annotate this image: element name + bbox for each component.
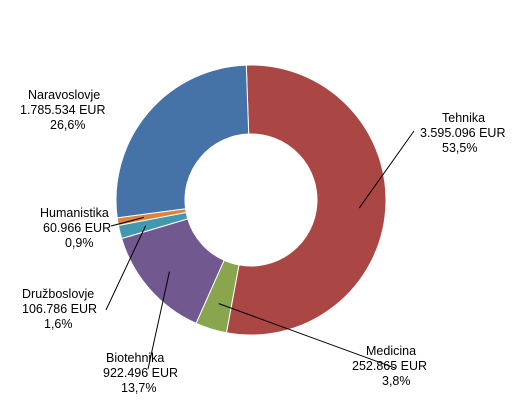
leader-line-tehnika (358, 130, 415, 209)
percent-label: 53,5% (442, 141, 478, 155)
value-label: 922.496 EUR (103, 366, 179, 380)
label-tehnika: Tehnika 3.595.096 EUR 53,5% (420, 111, 505, 156)
value-label: 252.865 EUR (352, 359, 428, 373)
slice-tehnika (225, 64, 387, 336)
leader-lines (105, 130, 415, 370)
value-label: 60.966 EUR (43, 221, 112, 235)
label-medicina: Medicina 252.865 EUR 3,8% (352, 344, 427, 389)
label-humanistika: Humanistika 60.966 EUR 0,9% (40, 206, 111, 251)
category-name: Medicina (366, 344, 417, 358)
category-name: Tehnika (442, 111, 486, 125)
category-name: Naravoslovje (28, 88, 101, 102)
slice-naravoslovje (115, 64, 250, 219)
percent-label: 3,8% (382, 374, 411, 388)
leader-line-medicina (218, 303, 396, 369)
label-druzboslovje: Družboslovje 106.786 EUR 1,6% (22, 287, 97, 332)
label-naravoslovje: Naravoslovje 1.785.534 EUR 26,6% (20, 88, 105, 133)
category-name: Družboslovje (22, 287, 95, 301)
percent-label: 1,6% (44, 317, 73, 331)
category-name: Biotehnika (106, 351, 165, 365)
category-name: Humanistika (40, 206, 109, 220)
leader-line-biotehnika (147, 271, 170, 370)
percent-label: 26,6% (50, 118, 86, 132)
percent-label: 13,7% (121, 381, 157, 395)
leader-line-humanistika (110, 216, 145, 227)
value-label: 3.595.096 EUR (420, 126, 506, 140)
label-biotehnika: Biotehnika 922.496 EUR 13,7% (103, 351, 178, 396)
percent-label: 0,9% (65, 236, 94, 250)
leader-line-druboslovje (105, 225, 147, 311)
donut-slices (115, 64, 387, 336)
value-label: 106.786 EUR (22, 302, 98, 316)
value-label: 1.785.534 EUR (20, 103, 106, 117)
